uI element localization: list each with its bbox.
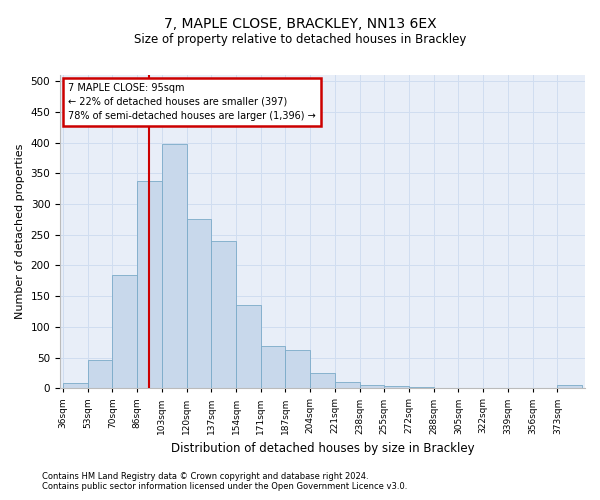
Text: Size of property relative to detached houses in Brackley: Size of property relative to detached ho… [134,32,466,46]
Y-axis label: Number of detached properties: Number of detached properties [15,144,25,320]
X-axis label: Distribution of detached houses by size in Brackley: Distribution of detached houses by size … [171,442,475,455]
Bar [557,385,582,388]
Bar [112,275,137,388]
Bar [187,220,211,388]
Bar [286,350,310,389]
Bar [310,373,335,388]
Text: 7, MAPLE CLOSE, BRACKLEY, NN13 6EX: 7, MAPLE CLOSE, BRACKLEY, NN13 6EX [164,18,436,32]
Text: 7 MAPLE CLOSE: 95sqm
← 22% of detached houses are smaller (397)
78% of semi-deta: 7 MAPLE CLOSE: 95sqm ← 22% of detached h… [68,83,316,121]
Bar [88,360,112,388]
Bar [211,242,236,388]
Bar [137,180,162,388]
Bar [409,387,434,388]
Bar [359,385,385,388]
Bar [236,306,261,388]
Text: Contains public sector information licensed under the Open Government Licence v3: Contains public sector information licen… [42,482,407,491]
Bar [335,382,359,388]
Bar [385,386,409,388]
Text: Contains HM Land Registry data © Crown copyright and database right 2024.: Contains HM Land Registry data © Crown c… [42,472,368,481]
Bar [63,384,88,388]
Bar [261,346,286,389]
Bar [162,144,187,388]
